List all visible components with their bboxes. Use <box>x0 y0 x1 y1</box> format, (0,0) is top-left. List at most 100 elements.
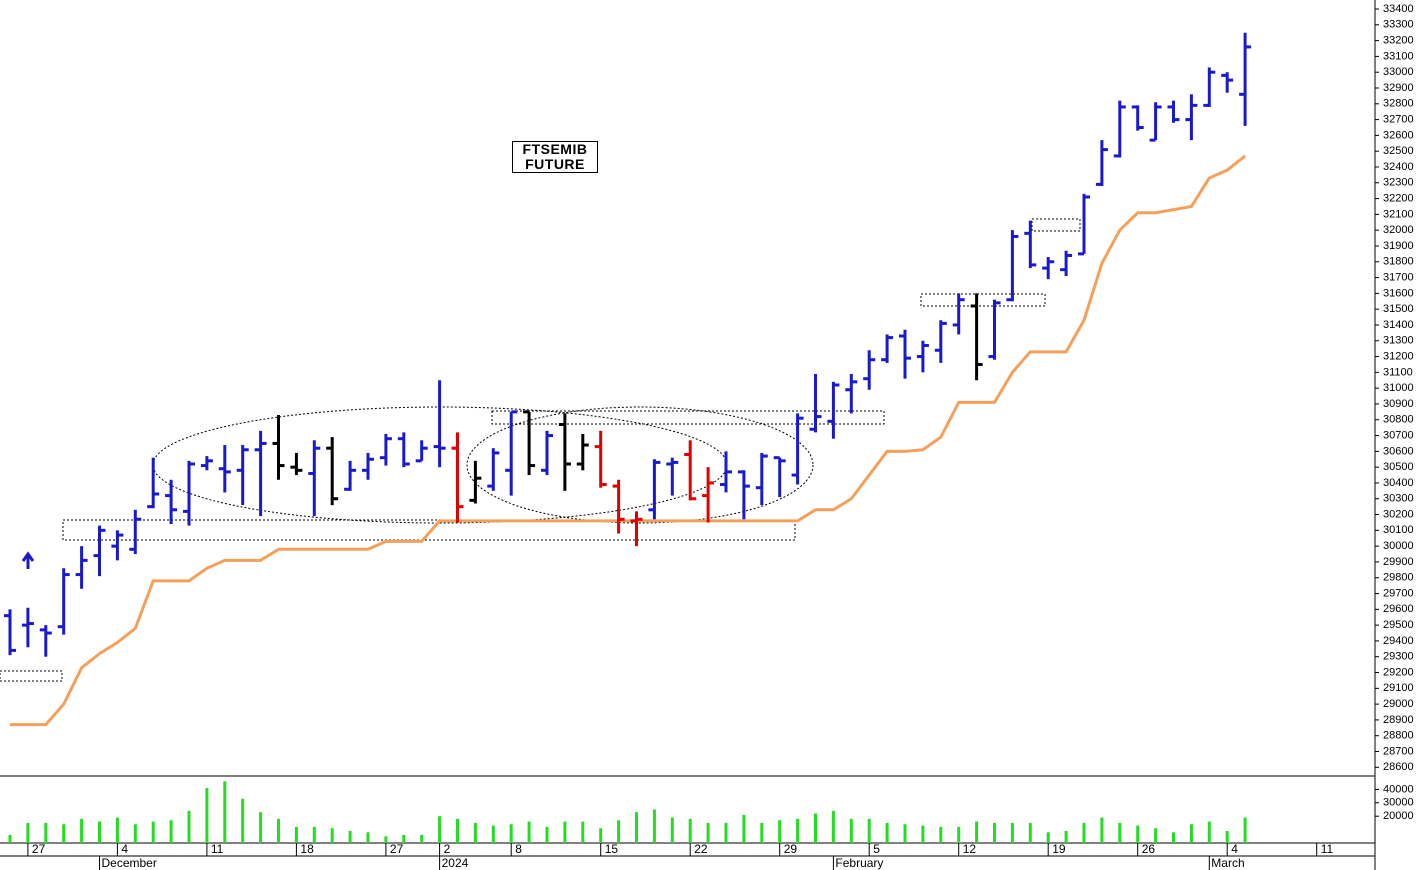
resistance-box <box>1031 218 1081 232</box>
y-tick-label: 31000 <box>1383 382 1414 394</box>
volume-bar <box>473 822 477 843</box>
volume-bar <box>151 821 155 843</box>
y-tick-label: 28800 <box>1383 730 1414 742</box>
volume-bar <box>993 822 996 843</box>
y-tick-label: 32100 <box>1383 208 1414 220</box>
y-tick-label: 30200 <box>1383 508 1414 520</box>
y-tick-label: 31700 <box>1383 271 1414 283</box>
month-label: 2024 <box>442 856 469 870</box>
y-tick-label: 29600 <box>1383 603 1414 615</box>
y-tick-label: 30800 <box>1383 414 1414 426</box>
y-tick-label: 31600 <box>1383 287 1414 299</box>
volume-bar <box>1010 822 1014 843</box>
volume-bar <box>1172 832 1175 843</box>
volume-bar <box>44 822 48 843</box>
volume-bar <box>187 810 191 843</box>
volume-bar <box>8 834 12 843</box>
volume-bar <box>223 781 227 843</box>
x-tick-label: 26 <box>1142 842 1156 856</box>
range-ellipse <box>466 406 814 524</box>
y-tick-label: 32900 <box>1383 82 1414 94</box>
y-tick-label: 31300 <box>1383 335 1414 347</box>
x-tick-label: 4 <box>1231 842 1238 856</box>
y-tick-label: 28900 <box>1383 714 1414 726</box>
y-tick-label: 30400 <box>1383 477 1414 489</box>
volume-bar <box>778 820 782 843</box>
x-tick-label: 27 <box>390 842 404 856</box>
y-tick-label: 28600 <box>1383 761 1414 773</box>
volume-bar <box>133 824 137 843</box>
volume-bar <box>1064 830 1068 843</box>
y-tick-label: 30000 <box>1383 540 1414 552</box>
y-tick-label: 31900 <box>1383 240 1414 252</box>
volume-tick-label: 40000 <box>1383 783 1414 795</box>
x-tick-label: 4 <box>121 842 128 856</box>
month-label: February <box>835 856 883 870</box>
y-tick-label: 32600 <box>1383 129 1414 141</box>
volume-bar <box>402 834 406 843</box>
volume-bar <box>635 812 638 843</box>
volume-bar <box>491 825 495 843</box>
volume-bar <box>563 821 567 843</box>
volume-bar <box>706 822 710 843</box>
volume-tick-label: 20000 <box>1383 810 1414 822</box>
y-tick-label: 33300 <box>1383 19 1414 31</box>
support-box <box>0 670 63 682</box>
volume-bar <box>1154 828 1158 843</box>
y-tick-label: 32700 <box>1383 113 1414 125</box>
y-tick-label: 29900 <box>1383 556 1414 568</box>
y-tick-label: 31100 <box>1383 366 1413 378</box>
volume-bar <box>885 822 889 843</box>
volume-tick-label: 30000 <box>1383 797 1414 809</box>
resistance-box <box>491 410 885 425</box>
y-tick-label: 31500 <box>1383 303 1414 315</box>
x-tick-label: 15 <box>605 842 619 856</box>
volume-bar <box>80 818 84 843</box>
y-tick-label: 30100 <box>1383 524 1414 536</box>
volume-bar <box>688 818 692 843</box>
volume-bar <box>115 817 119 843</box>
y-tick-label: 30600 <box>1383 445 1414 457</box>
y-tick-label: 30300 <box>1383 493 1414 505</box>
y-tick-label: 32400 <box>1383 161 1414 173</box>
volume-bar <box>742 814 746 843</box>
y-tick-label: 29200 <box>1383 666 1414 678</box>
volume-bar <box>366 832 370 843</box>
volume-bar <box>384 836 388 843</box>
x-tick-label: 11 <box>1321 842 1334 856</box>
volume-bar <box>62 824 66 843</box>
x-tick-label: 22 <box>694 842 708 856</box>
volume-bar <box>98 821 101 843</box>
volume-bar <box>1136 825 1140 843</box>
y-tick-label: 29300 <box>1383 651 1414 663</box>
y-tick-label: 30900 <box>1383 398 1414 410</box>
x-tick-label: 2 <box>444 842 451 856</box>
x-tick-label: 19 <box>1052 842 1066 856</box>
volume-bar <box>438 816 442 843</box>
y-tick-label: 32500 <box>1383 145 1414 157</box>
x-tick-label: 5 <box>873 842 880 856</box>
volume-bar <box>617 820 621 843</box>
volume-bar <box>796 818 800 843</box>
x-tick-label: 18 <box>300 842 314 856</box>
y-tick-label: 32200 <box>1383 192 1414 204</box>
x-tick-label: 29 <box>784 842 798 856</box>
volume-bar <box>867 818 871 843</box>
volume-bar <box>1207 821 1211 843</box>
y-tick-label: 29500 <box>1383 619 1414 631</box>
support-box <box>62 519 796 541</box>
y-tick-label: 29700 <box>1383 587 1414 599</box>
volume-bar <box>259 812 263 843</box>
volume-bar <box>939 826 943 843</box>
resistance-box <box>920 293 1046 307</box>
volume-bar <box>957 826 961 843</box>
volume-bar <box>760 822 764 843</box>
volume-bar <box>1225 830 1229 843</box>
y-tick-label: 28700 <box>1383 745 1414 757</box>
y-tick-label: 29800 <box>1383 572 1414 584</box>
volume-bar <box>581 821 585 843</box>
volume-bar <box>277 818 280 843</box>
volume-bar <box>1082 822 1086 843</box>
